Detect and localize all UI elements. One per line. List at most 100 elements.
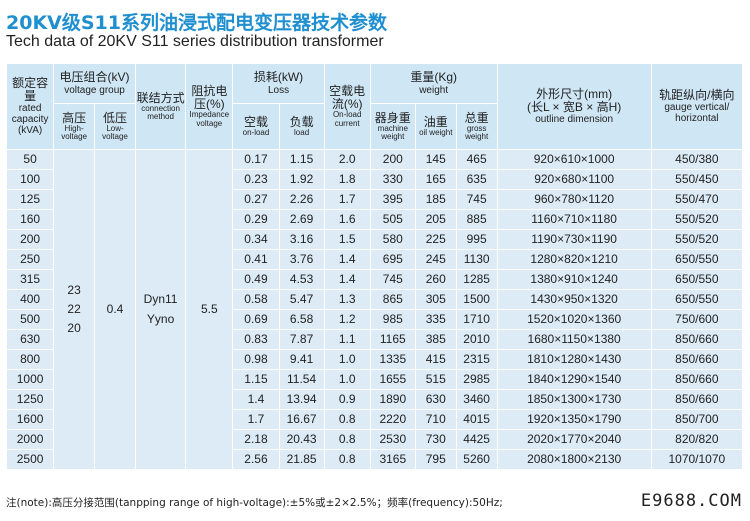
header-loss: 损耗(kW) Loss bbox=[232, 63, 325, 104]
header-loss-en: Loss bbox=[267, 84, 290, 96]
cell-load-loss: 5.47 bbox=[278, 289, 325, 310]
cell-load-loss: 4.53 bbox=[278, 269, 325, 290]
cell-oil-weight: 710 bbox=[414, 409, 457, 430]
cell-oil-weight: 225 bbox=[414, 229, 457, 250]
cell-load-loss: 16.67 bbox=[278, 409, 325, 430]
table-row: 315 0.49 4.53 1.4 745 260 1285 1380×910×1240 650… bbox=[5, 269, 744, 290]
cell-on-load-loss: 1.4 bbox=[232, 389, 280, 410]
cell-gauge: 650/550 bbox=[650, 289, 744, 310]
cell-outline-dimension: 1680×1150×1380 bbox=[496, 329, 652, 350]
cell-no-load-current: 1.0 bbox=[323, 369, 371, 390]
cell-gross-weight: 2985 bbox=[455, 369, 498, 390]
cell-on-load-loss: 0.69 bbox=[232, 309, 280, 330]
header-on-load-cn: 空载 bbox=[243, 114, 268, 129]
cell-impedance: 5.5 bbox=[185, 149, 234, 470]
table-row: 630 0.83 7.87 1.1 1165 385 2010 1680×1150×1380 8… bbox=[5, 329, 744, 350]
cell-no-load-current: 0.8 bbox=[323, 429, 371, 450]
cell-capacity: 800 bbox=[5, 349, 55, 370]
cell-gauge: 850/700 bbox=[650, 409, 744, 430]
cell-gauge: 850/660 bbox=[650, 329, 744, 350]
cell-machine-weight: 2220 bbox=[369, 409, 416, 430]
footnote: 注(note):高压分接范围(tanpping range of high-vo… bbox=[6, 497, 503, 509]
cell-no-load-current: 1.8 bbox=[323, 169, 371, 190]
header-gauge-en: gauge vertical/ horizontal bbox=[664, 102, 730, 125]
cell-oil-weight: 385 bbox=[414, 329, 457, 350]
cell-machine-weight: 395 bbox=[369, 189, 416, 210]
cell-on-load-loss: 2.56 bbox=[232, 449, 280, 470]
cell-gross-weight: 1285 bbox=[455, 269, 498, 290]
header-no-load-current: 空载电流(%) On-load current bbox=[323, 63, 371, 150]
cell-on-load-loss: 0.83 bbox=[232, 329, 280, 350]
header-weight: 重量(Kg) weight bbox=[369, 63, 498, 104]
cell-gross-weight: 995 bbox=[455, 229, 498, 250]
cell-machine-weight: 200 bbox=[369, 149, 416, 170]
cell-gross-weight: 745 bbox=[455, 189, 498, 210]
cell-no-load-current: 1.0 bbox=[323, 349, 371, 370]
cell-capacity: 50 bbox=[5, 149, 55, 170]
cell-outline-dimension: 1280×820×1210 bbox=[496, 249, 652, 270]
cell-outline-dimension: 1850×1300×1730 bbox=[496, 389, 652, 410]
header-connection: 联结方式 connection method bbox=[134, 63, 187, 150]
header-impedance-cn: 阻抗电压(%) bbox=[191, 83, 228, 112]
cell-capacity: 1250 bbox=[5, 389, 55, 410]
header-oil-weight: 油重 oil weight bbox=[414, 103, 457, 150]
cell-capacity: 160 bbox=[5, 209, 55, 230]
cell-capacity: 1000 bbox=[5, 369, 55, 390]
watermark: E9688.COM bbox=[640, 491, 742, 511]
cell-on-load-loss: 0.23 bbox=[232, 169, 280, 190]
cell-oil-weight: 185 bbox=[414, 189, 457, 210]
cell-gauge: 550/450 bbox=[650, 169, 744, 190]
cell-on-load-loss: 2.18 bbox=[232, 429, 280, 450]
header-machine-weight: 器身重 machine weight bbox=[369, 103, 416, 150]
cell-no-load-current: 0.8 bbox=[323, 449, 371, 470]
cell-oil-weight: 515 bbox=[414, 369, 457, 390]
cell-outline-dimension: 1430×950×1320 bbox=[496, 289, 652, 310]
cell-outline-dimension: 1810×1280×1430 bbox=[496, 349, 652, 370]
cell-on-load-loss: 0.27 bbox=[232, 189, 280, 210]
cell-gauge: 550/520 bbox=[650, 209, 744, 230]
header-gross-weight-en: gross weight bbox=[465, 123, 489, 142]
cell-machine-weight: 985 bbox=[369, 309, 416, 330]
cell-machine-weight: 695 bbox=[369, 249, 416, 270]
header-oil-weight-cn: 油重 bbox=[423, 114, 448, 129]
cell-gross-weight: 1710 bbox=[455, 309, 498, 330]
cell-machine-weight: 3165 bbox=[369, 449, 416, 470]
cell-gross-weight: 4015 bbox=[455, 409, 498, 430]
cell-gauge: 750/600 bbox=[650, 309, 744, 330]
header-machine-weight-cn: 器身重 bbox=[374, 110, 411, 125]
header-machine-weight-en: machine weight bbox=[377, 123, 408, 142]
cell-load-loss: 11.54 bbox=[278, 369, 325, 390]
header-outline-cn2: (长L × 宽B × 高H) bbox=[527, 100, 622, 114]
cell-on-load-loss: 0.41 bbox=[232, 249, 280, 270]
cell-no-load-current: 1.5 bbox=[323, 229, 371, 250]
table-row: 100 0.23 1.92 1.8 330 165 635 920×680×1100 550/4… bbox=[5, 169, 744, 190]
cell-on-load-loss: 0.49 bbox=[232, 269, 280, 290]
header-oil-weight-en: oil weight bbox=[419, 127, 453, 137]
cell-no-load-current: 1.6 bbox=[323, 209, 371, 230]
cell-on-load-loss: 0.98 bbox=[232, 349, 280, 370]
cell-load-loss: 1.92 bbox=[278, 169, 325, 190]
cell-oil-weight: 205 bbox=[414, 209, 457, 230]
cell-low-voltage: 0.4 bbox=[94, 149, 136, 470]
cell-outline-dimension: 960×780×1120 bbox=[496, 189, 652, 210]
cell-gauge: 550/520 bbox=[650, 229, 744, 250]
cell-load-loss: 2.26 bbox=[278, 189, 325, 210]
cell-load-loss: 1.15 bbox=[278, 149, 325, 170]
cell-machine-weight: 1655 bbox=[369, 369, 416, 390]
table-body: 50 23 22 20 0.4 Dyn11 Yyno 5.5 0.17 1.15 2.0 200 145… bbox=[5, 149, 744, 470]
header-outline-cn: 外形尺寸(mm) bbox=[536, 86, 613, 101]
header-gross-weight-cn: 总重 bbox=[464, 110, 489, 125]
cell-gauge: 1070/1070 bbox=[650, 449, 744, 470]
table-header: 额定容量 rated capacity (kVA) 电压组合(kV) volta… bbox=[5, 63, 744, 150]
header-impedance-en: Impedance voltage bbox=[189, 110, 230, 128]
table-row: 160 0.29 2.69 1.6 505 205 885 1160×710×1180 550/… bbox=[5, 209, 744, 230]
header-impedance: 阻抗电压(%) Impedance voltage bbox=[185, 63, 234, 150]
cell-no-load-current: 1.4 bbox=[323, 269, 371, 290]
cell-no-load-current: 0.8 bbox=[323, 409, 371, 430]
cell-gross-weight: 2315 bbox=[455, 349, 498, 370]
cell-capacity: 125 bbox=[5, 189, 55, 210]
cell-high-voltage: 23 22 20 bbox=[53, 149, 96, 470]
cell-outline-dimension: 920×680×1100 bbox=[496, 169, 652, 190]
header-high-voltage-en: High-voltage bbox=[61, 123, 87, 142]
table-row: 200 0.34 3.16 1.5 580 225 995 1190×730×1190 550/… bbox=[5, 229, 744, 250]
